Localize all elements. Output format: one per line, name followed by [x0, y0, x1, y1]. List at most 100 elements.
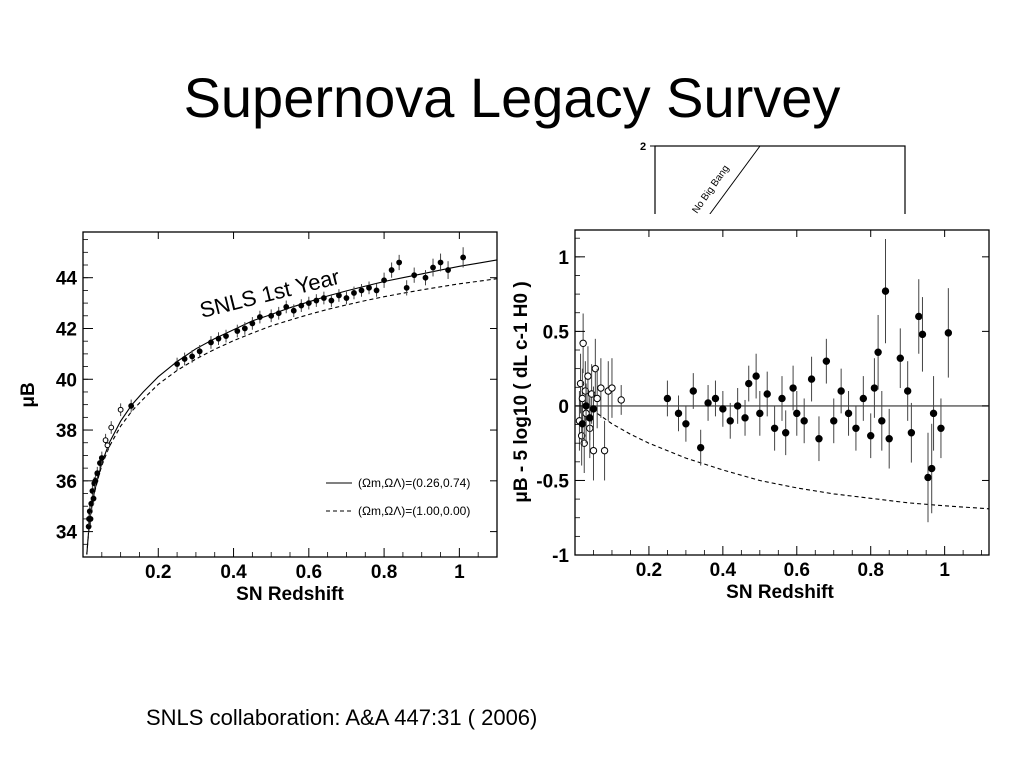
- x-tick-label: 0.2: [636, 560, 662, 581]
- filled-data-point: [411, 272, 418, 279]
- slide-title: Supernova Legacy Survey: [183, 66, 841, 129]
- filled-data-point: [807, 375, 816, 383]
- open-data-point: [617, 396, 625, 404]
- x-tick-label: 1: [939, 560, 950, 581]
- filled-data-point: [241, 325, 248, 332]
- filled-data-point: [256, 314, 263, 320]
- filled-data-point: [174, 361, 180, 367]
- filled-data-point: [90, 495, 97, 502]
- filled-data-point: [589, 405, 598, 413]
- filled-data-point: [793, 409, 801, 418]
- filled-data-point: [430, 264, 436, 271]
- filled-data-point: [189, 353, 196, 360]
- filled-data-point: [196, 348, 203, 355]
- hubble-diagram-points: [85, 247, 467, 533]
- open-data-point: [577, 432, 586, 440]
- filled-data-point: [944, 329, 953, 337]
- y-tick-label: 1: [558, 248, 569, 269]
- filled-data-point: [903, 387, 912, 395]
- filled-data-point: [320, 295, 327, 301]
- filled-data-point: [88, 500, 95, 507]
- open-data-point: [108, 424, 115, 431]
- filled-data-point: [924, 473, 932, 482]
- filled-data-point: [937, 424, 945, 432]
- filled-data-point: [822, 357, 831, 365]
- filled-data-point: [578, 420, 587, 428]
- filled-data-point: [128, 403, 135, 409]
- filled-data-point: [336, 292, 342, 299]
- filled-data-point: [268, 312, 275, 319]
- hubble-diagram-background: [0, 215, 505, 615]
- filled-data-point: [98, 455, 105, 461]
- open-data-point: [584, 372, 592, 380]
- filled-data-point: [696, 443, 705, 452]
- hubble-diagram-curves: [86, 259, 498, 555]
- solid-model-curve: [86, 259, 498, 555]
- filled-data-point: [663, 394, 672, 403]
- residual-chart-x-axis-title: SN Redshift: [726, 582, 834, 603]
- x-tick-label: 0.4: [220, 562, 247, 583]
- filled-data-point: [305, 300, 312, 306]
- open-data-point: [589, 446, 598, 455]
- open-data-point: [102, 437, 109, 444]
- filled-data-point: [313, 297, 320, 304]
- filled-data-point: [92, 477, 99, 484]
- residual-chart-y-axis-title: μB - 5 log10 ( dL c-1 H0 ): [511, 281, 532, 502]
- filled-data-point: [830, 417, 838, 425]
- hubble-diagram-x-axis-title: SN Redshift: [236, 584, 344, 605]
- residual-chart-points: [575, 238, 953, 523]
- open-data-point: [104, 442, 111, 449]
- legend-solid-label: (Ωm,ΩΛ)=(0.26,0.74): [358, 476, 470, 490]
- filled-data-point: [918, 330, 927, 339]
- filled-data-point: [928, 464, 936, 473]
- filled-data-point: [689, 387, 697, 395]
- residual-chart-frame: [574, 229, 990, 556]
- filled-data-point: [234, 328, 241, 334]
- x-tick-label: 0.6: [296, 562, 322, 583]
- filled-data-point: [745, 379, 753, 388]
- filled-data-point: [770, 424, 779, 432]
- y-tick-label: 44: [56, 269, 78, 290]
- filled-data-point: [373, 287, 380, 294]
- filled-data-point: [86, 508, 93, 515]
- filled-data-point: [381, 277, 387, 284]
- filled-data-point: [852, 424, 860, 432]
- x-tick-label: 0.2: [145, 562, 171, 583]
- filled-data-point: [396, 259, 403, 266]
- filled-data-point: [249, 320, 256, 327]
- filled-data-point: [89, 488, 96, 494]
- filled-data-point: [586, 414, 594, 422]
- y-tick-label: 42: [56, 319, 77, 340]
- residual-chart-curves: [596, 412, 990, 510]
- citation-text: SNLS collaboration: A&A 447:31 ( 2006): [146, 705, 538, 730]
- filled-data-point: [870, 384, 879, 392]
- filled-data-point: [907, 429, 916, 437]
- y-tick-label: -0.5: [536, 471, 569, 492]
- filled-data-point: [756, 409, 764, 418]
- y-tick-label: 38: [56, 421, 77, 442]
- filled-data-point: [215, 335, 222, 342]
- background-figure-tick-label: 2: [640, 141, 646, 153]
- filled-data-point: [366, 284, 372, 291]
- filled-data-point: [290, 307, 297, 314]
- open-data-point: [581, 387, 590, 395]
- filled-data-point: [208, 339, 214, 346]
- filled-data-point: [358, 287, 365, 294]
- filled-data-point: [704, 399, 712, 407]
- hubble-diagram-ticks: 0.2 0.4 0.6 0.8 1 34 36 38 40 42 44: [56, 232, 497, 583]
- dashed-model-curve: [86, 278, 498, 555]
- filled-data-point: [874, 348, 882, 356]
- filled-data-point: [711, 394, 720, 403]
- filled-data-point: [800, 417, 808, 425]
- y-tick-label: 40: [56, 370, 77, 391]
- filled-data-point: [929, 409, 938, 418]
- filled-data-point: [741, 414, 749, 422]
- filled-data-point: [837, 387, 845, 395]
- filled-data-point: [674, 409, 683, 418]
- dashed-model-curve: [596, 412, 990, 510]
- filled-data-point: [752, 372, 760, 380]
- filled-data-point: [881, 287, 890, 295]
- y-tick-label: 36: [56, 472, 77, 493]
- x-tick-label: 0.4: [710, 560, 737, 581]
